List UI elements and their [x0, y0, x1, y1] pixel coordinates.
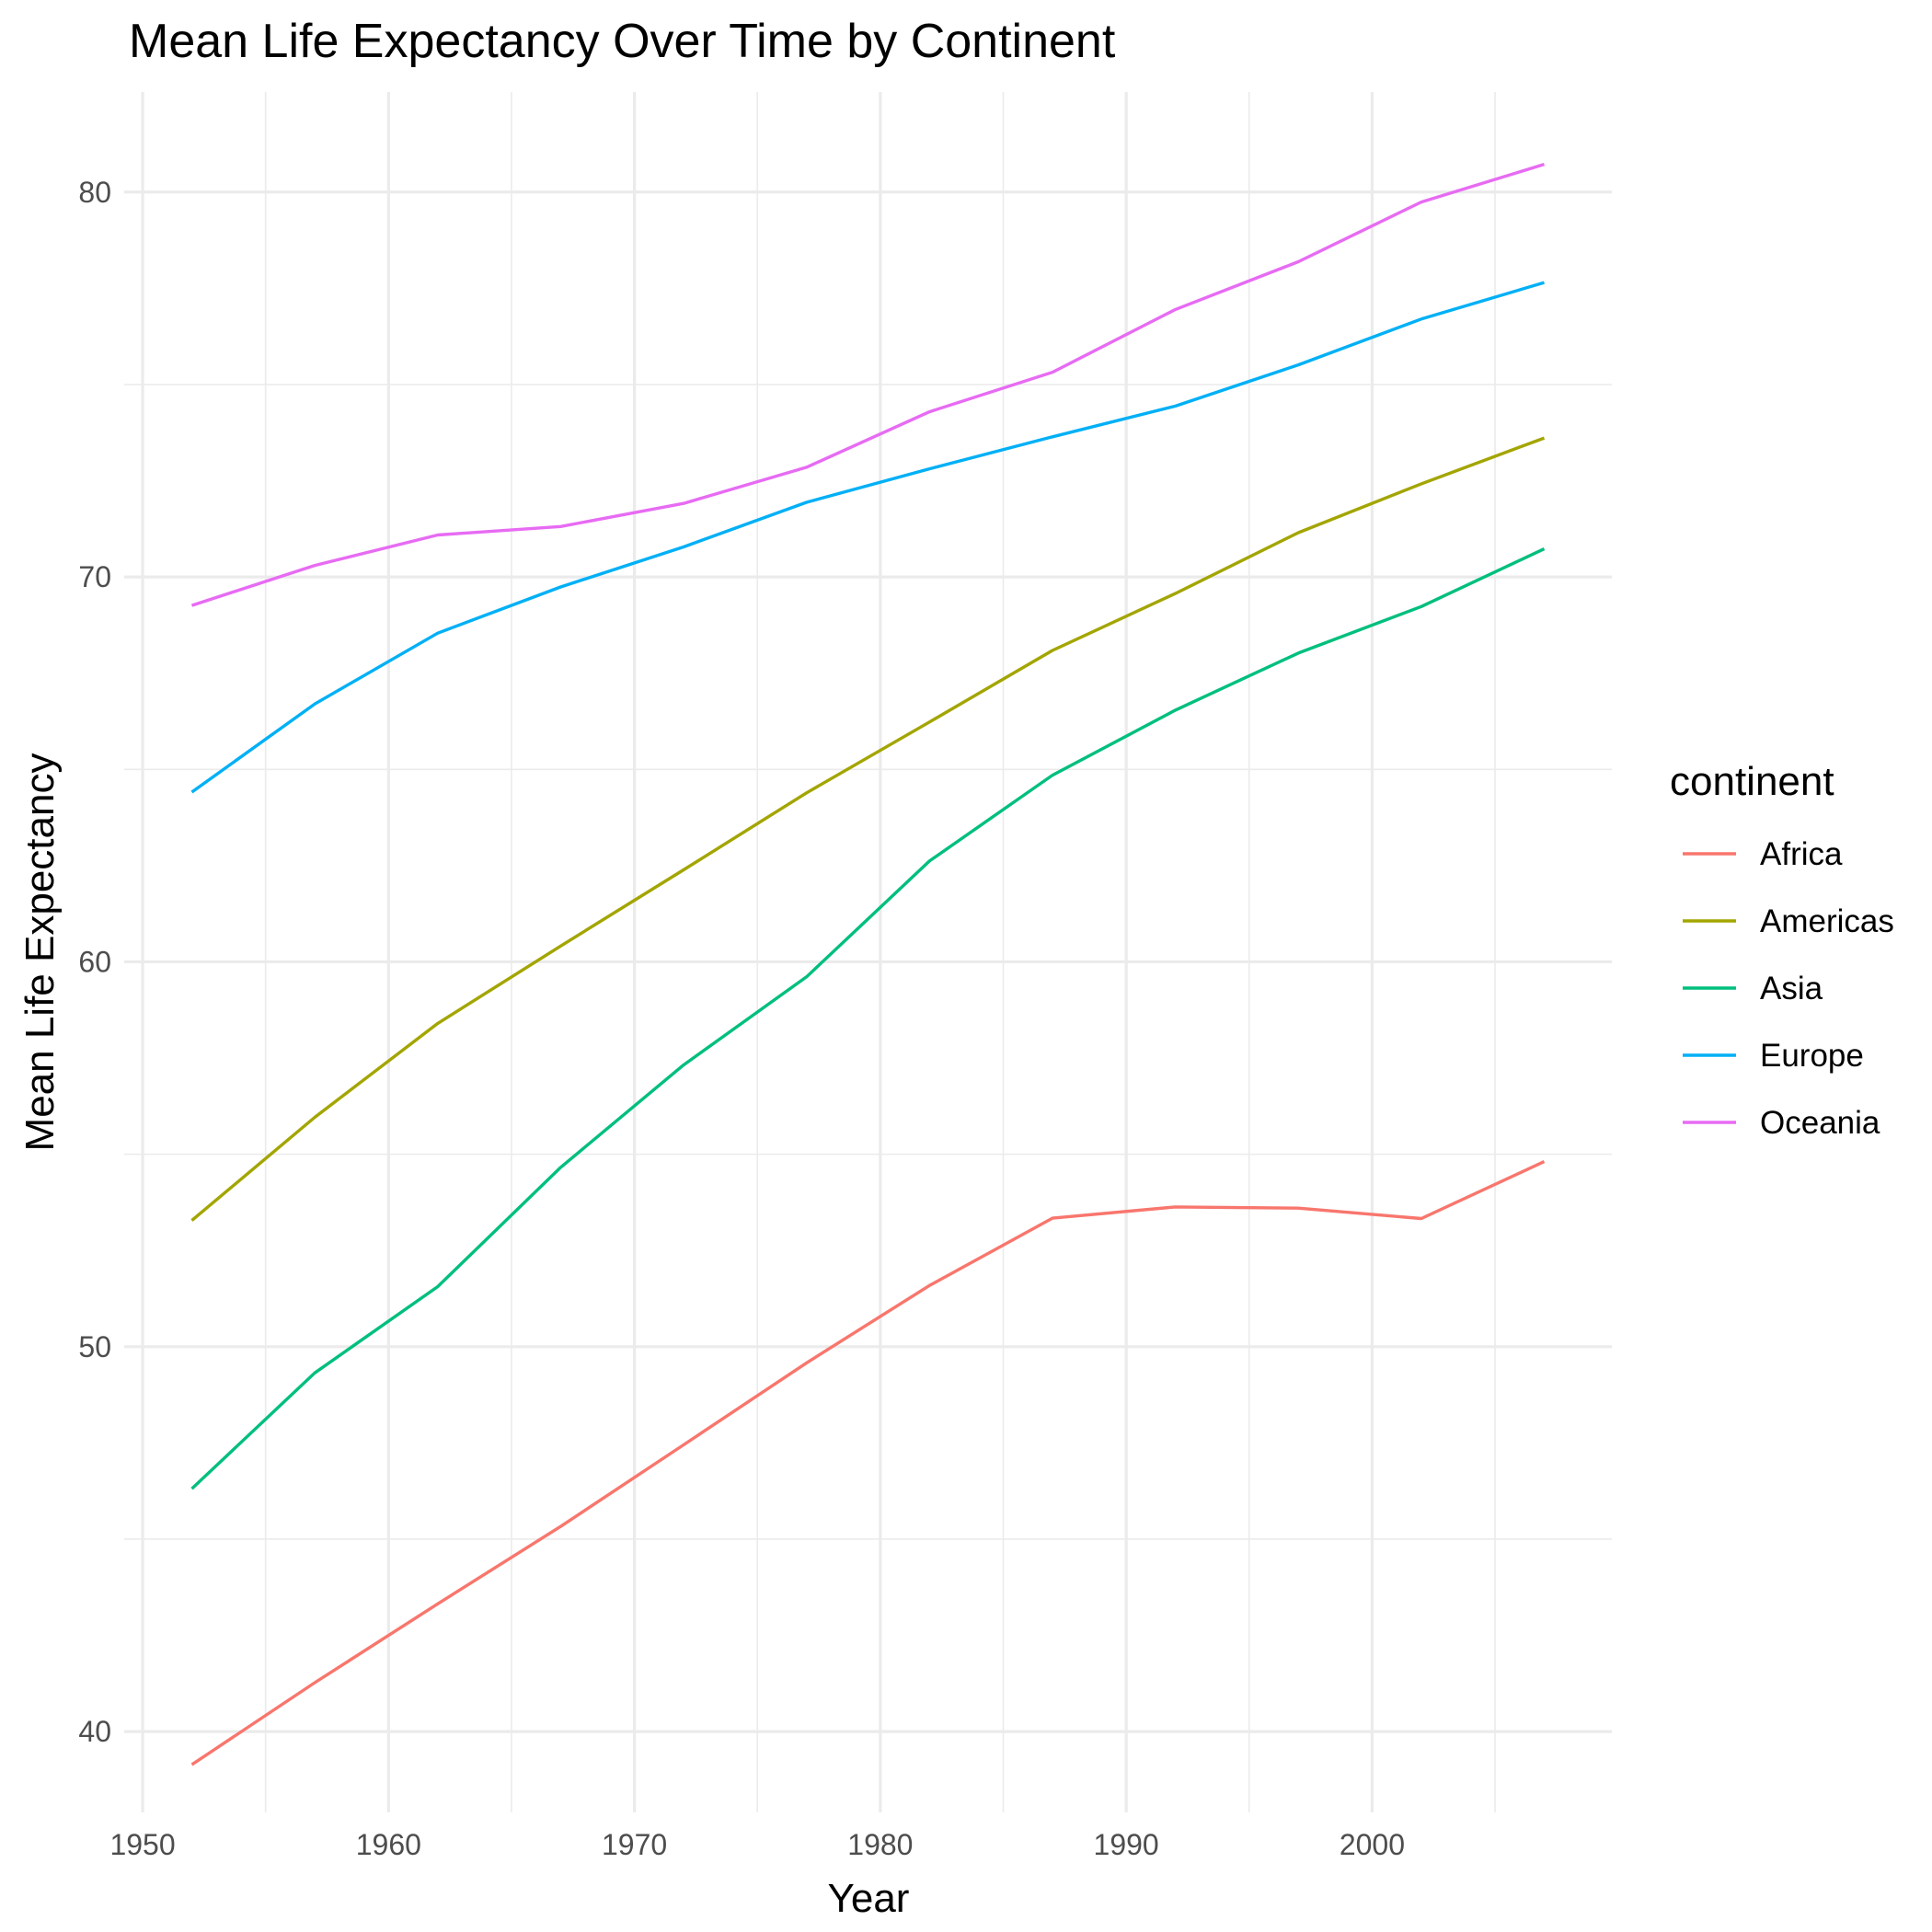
- x-tick-label: 1990: [1094, 1828, 1159, 1861]
- legend-label-africa: Africa: [1760, 836, 1843, 872]
- legend-label-asia: Asia: [1760, 971, 1823, 1006]
- y-axis-title: Mean Life Expectancy: [17, 753, 63, 1152]
- x-tick-label: 1960: [356, 1828, 421, 1861]
- x-axis-title: Year: [828, 1876, 910, 1921]
- minor-gridlines: [124, 92, 1612, 1812]
- legend: continent Africa Americas Asia Europe Oceani…: [1670, 759, 1894, 1141]
- legend-label-americas: Americas: [1760, 903, 1894, 939]
- major-gridlines: [124, 92, 1612, 1812]
- series-line-europe: [190, 281, 1545, 794]
- y-axis-ticks: 40 50 60 70 80: [78, 176, 111, 1748]
- plot-panel: [124, 92, 1612, 1812]
- legend-label-oceania: Oceania: [1760, 1105, 1880, 1141]
- legend-label-europe: Europe: [1760, 1038, 1864, 1074]
- chart-title: Mean Life Expectancy Over Time by Contin…: [129, 15, 1116, 68]
- y-tick-label: 60: [78, 945, 111, 978]
- x-tick-label: 1970: [602, 1828, 667, 1861]
- legend-title: continent: [1670, 759, 1834, 804]
- x-axis-ticks: 1950 1960 1970 1980 1990 2000: [109, 1828, 1405, 1861]
- y-tick-label: 40: [78, 1715, 111, 1748]
- x-tick-label: 1980: [847, 1828, 913, 1861]
- series-line-americas: [190, 436, 1546, 1222]
- series-lines: [190, 162, 1546, 1766]
- x-tick-label: 2000: [1340, 1828, 1405, 1861]
- y-tick-label: 80: [78, 176, 111, 209]
- series-line-africa: [190, 1160, 1546, 1766]
- y-tick-label: 50: [78, 1330, 111, 1363]
- legend-items: Africa Americas Asia Europe Oceania: [1683, 836, 1894, 1141]
- y-tick-label: 70: [78, 560, 111, 593]
- series-line-oceania: [190, 162, 1545, 607]
- x-tick-label: 1950: [109, 1828, 175, 1861]
- series-line-asia: [190, 547, 1546, 1490]
